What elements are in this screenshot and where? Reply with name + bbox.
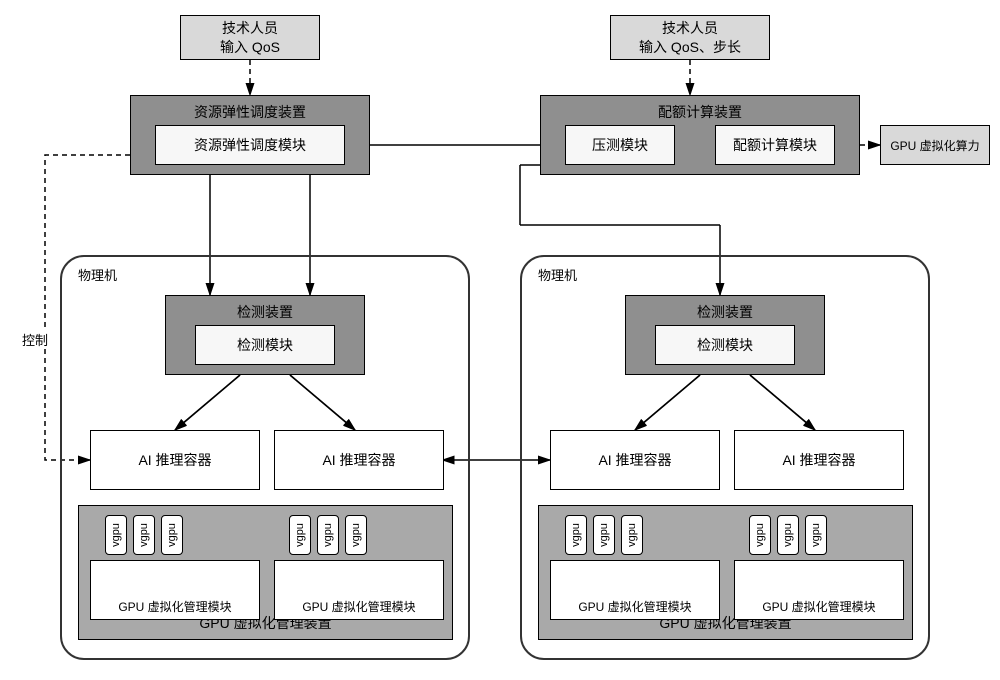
control-edge-label: 控制 [22,330,48,349]
vgpu-slot: vgpu [805,515,827,555]
ai-inference-container-l2: AI 推理容器 [274,430,444,490]
detect-outer-r-title: 检测装置 [626,302,824,322]
gpu-virtual-compute-output: GPU 虚拟化算力 [880,125,990,165]
vgpu-slot: vgpu [593,515,615,555]
input-qos-right: 技术人员 输入 QoS、步长 [610,15,770,60]
vgpu-slot: vgpu [289,515,311,555]
phys-right-label: 物理机 [538,265,577,284]
vgpu-slot: vgpu [749,515,771,555]
pressure-test-module: 压测模块 [565,125,675,165]
quota-outer-title: 配额计算装置 [541,102,859,122]
vgpu-slot: vgpu [565,515,587,555]
quota-calculation-module: 配额计算模块 [715,125,835,165]
vgpu-slot: vgpu [621,515,643,555]
vgpu-slot: vgpu [161,515,183,555]
ai-inference-container-r1: AI 推理容器 [550,430,720,490]
detect-outer-l-title: 检测装置 [166,302,364,322]
ai-inference-container-r2: AI 推理容器 [734,430,904,490]
phys-left-label: 物理机 [78,265,117,284]
sched-outer-title: 资源弹性调度装置 [131,102,369,122]
input-qos-left: 技术人员 输入 QoS [180,15,320,60]
detection-module-left: 检测模块 [195,325,335,365]
resource-elastic-scheduling-module: 资源弹性调度模块 [155,125,345,165]
detection-module-right: 检测模块 [655,325,795,365]
vgpu-slot: vgpu [105,515,127,555]
vgpu-slot: vgpu [777,515,799,555]
gpu-virt-mgmt-module-r2: GPU 虚拟化管理模块 [734,560,904,620]
gpu-virt-mgmt-module-l1: GPU 虚拟化管理模块 [90,560,260,620]
vgpu-slot: vgpu [317,515,339,555]
gpu-virt-mgmt-module-l2: GPU 虚拟化管理模块 [274,560,444,620]
vgpu-slot: vgpu [133,515,155,555]
gpu-virt-mgmt-module-r1: GPU 虚拟化管理模块 [550,560,720,620]
ai-inference-container-l1: AI 推理容器 [90,430,260,490]
vgpu-slot: vgpu [345,515,367,555]
